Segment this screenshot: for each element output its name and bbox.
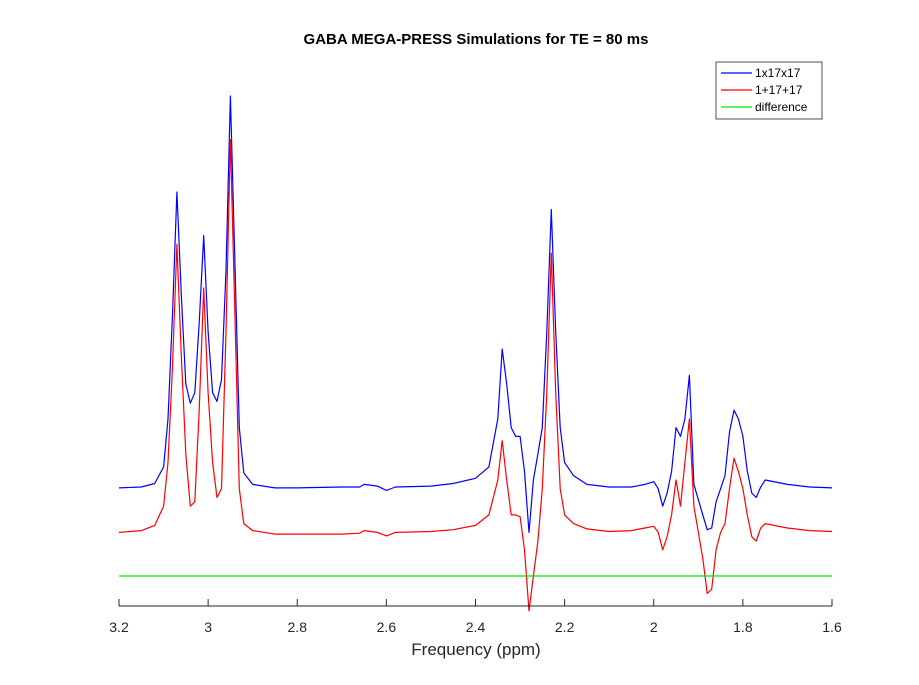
x-axis-label: Frequency (ppm)	[411, 640, 540, 659]
legend-label: difference	[755, 100, 808, 114]
x-tick-label: 3	[204, 619, 212, 635]
legend-label: 1+17+17	[755, 83, 803, 97]
x-tick-label: 2.8	[288, 619, 308, 635]
x-tick-label: 3.2	[109, 619, 129, 635]
x-tick-label: 2.6	[377, 619, 397, 635]
legend-label: 1x17x17	[755, 66, 801, 80]
legend: 1x17x17 1+17+17 difference	[715, 61, 823, 120]
series-line-1-17-17	[118, 139, 833, 612]
x-tick-label: 1.8	[733, 619, 753, 635]
x-tick-label: 1.6	[822, 619, 842, 635]
x-tick-label: 2	[650, 619, 658, 635]
series-line-1x17x17	[118, 95, 833, 534]
chart-title: GABA MEGA-PRESS Simulations for TE = 80 …	[304, 31, 649, 48]
x-axis-ticks: 3.2 3 2.8 2.6 2.4 2.2 2 1.8 1.6	[109, 599, 842, 635]
x-tick-label: 2.2	[555, 619, 575, 635]
x-tick-label: 2.4	[466, 619, 486, 635]
plot-area	[118, 95, 833, 612]
